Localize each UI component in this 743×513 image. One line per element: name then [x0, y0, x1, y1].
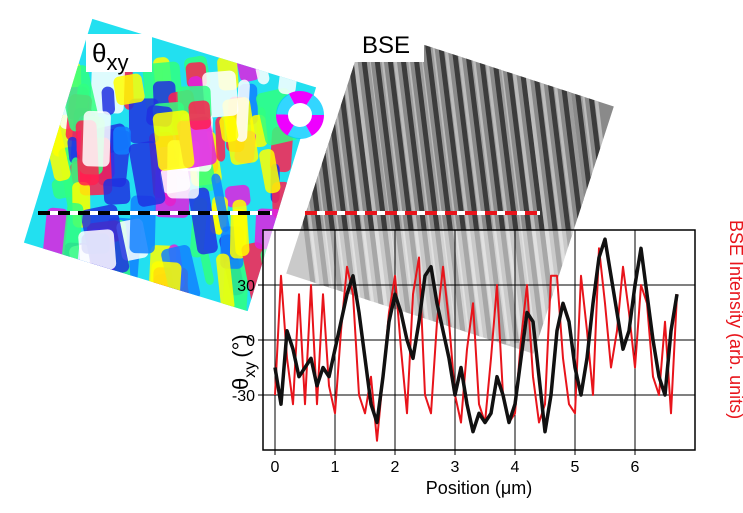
plot-frame — [262, 229, 696, 451]
map-domain — [216, 253, 235, 312]
map-domain — [254, 41, 289, 69]
y-label-symbol: θ — [228, 378, 253, 390]
x-tick-label: 6 — [631, 459, 640, 476]
label-subscript: xy — [106, 50, 128, 75]
color-wheel-center — [297, 112, 303, 118]
y-tick-label: -30 — [232, 388, 255, 405]
map-domain — [37, 257, 67, 292]
map-domain — [82, 110, 111, 167]
y-label-unit: (°) — [228, 334, 253, 357]
x-tick-label: 0 — [271, 459, 280, 476]
map-domain — [202, 70, 239, 118]
image-label: BSE — [362, 32, 410, 59]
map-domain — [61, 202, 84, 270]
x-tick-label: 1 — [331, 459, 340, 476]
map-domain — [78, 229, 117, 272]
label-symbol: θ — [92, 38, 106, 68]
map-domain — [51, 176, 75, 199]
map-domain — [148, 261, 182, 312]
map-domain — [200, 250, 214, 285]
map-domain — [211, 173, 230, 233]
map-domain — [259, 149, 281, 194]
map-domain — [101, 86, 115, 115]
label-box — [86, 34, 152, 72]
map-domain — [235, 79, 250, 142]
map-domain — [103, 177, 131, 205]
map-domain — [128, 141, 166, 207]
x-tick-label: 4 — [511, 459, 520, 476]
color-wheel — [276, 91, 324, 139]
y-axis-label: θxy (°) — [228, 334, 259, 390]
image-label: θxy — [92, 38, 128, 75]
x-axis-label: Position (μm) — [426, 478, 532, 498]
map-domain — [188, 187, 218, 255]
x-tick-label: 2 — [391, 459, 400, 476]
map-domain — [113, 73, 145, 106]
x-tick-label: 5 — [571, 459, 580, 476]
map-domain — [129, 195, 156, 254]
y2-axis-label: BSE Intensity (arb. units) — [726, 220, 743, 419]
label-box — [354, 24, 424, 62]
x-tick-label: 3 — [451, 459, 460, 476]
map-domain — [152, 110, 195, 171]
y-label-subscript: xy — [242, 362, 259, 378]
map-domain — [83, 270, 107, 312]
map-domain — [188, 100, 212, 130]
map-domain — [113, 126, 131, 155]
plot: 0 1 2 3 4 5 6 -30 0 30 Position (μm) θxy (°) BSE Inte… — [228, 220, 743, 498]
y-tick-label: 0 — [246, 333, 255, 350]
y-tick-label: 30 — [237, 278, 255, 295]
data-line — [273, 237, 679, 434]
map-domain — [219, 115, 239, 143]
